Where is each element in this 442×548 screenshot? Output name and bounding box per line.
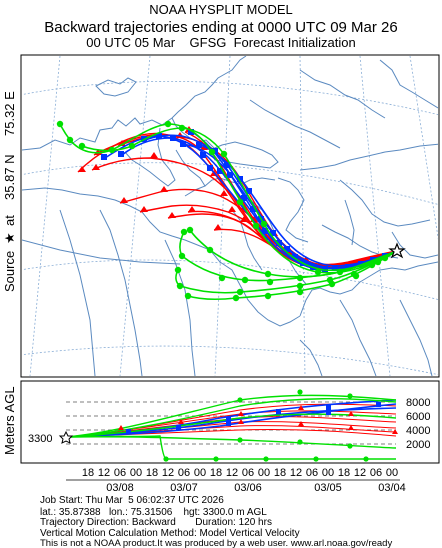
date-tick: 03/04 — [378, 482, 406, 494]
title-line-3: 00 UTC 05 Mar GFSG Forecast Initializati… — [86, 35, 355, 50]
hour-tick: 18 — [274, 467, 286, 479]
source-word: Source — [2, 251, 17, 292]
trajectories — [56, 120, 398, 302]
vertical-source-star-icon — [58, 430, 74, 444]
title-line-1: NOAA HYSPLIT MODEL — [149, 2, 293, 17]
height-tick-8000: 8000 — [406, 397, 430, 409]
hour-tick: 00 — [194, 467, 206, 479]
hour-tick: 12 — [354, 467, 366, 479]
hour-tick: 12 — [162, 467, 174, 479]
footer-job-start: Job Start: Thu Mar 5 06:02:37 UTC 2026 — [40, 495, 224, 506]
hour-tick: 06 — [370, 467, 382, 479]
source-lat: 35.87 N — [2, 154, 17, 200]
date-ticks-row: 03/08 03/07 03/06 03/05 03/04 — [106, 482, 406, 494]
map-panel — [20, 54, 440, 378]
hour-tick: 12 — [226, 467, 238, 479]
vertical-ylabel: Meters AGL — [2, 386, 17, 455]
footer-direction: Trajectory Direction: Backward Duration:… — [40, 517, 272, 528]
hour-tick: 00 — [322, 467, 334, 479]
hour-tick: 12 — [98, 467, 110, 479]
hour-tick: 06 — [114, 467, 126, 479]
map-frame — [20, 54, 440, 378]
date-tick: 03/08 — [106, 482, 134, 494]
vertical-markers — [118, 389, 398, 462]
source-star-icon — [388, 242, 406, 259]
job-info-footer: Job Start: Thu Mar 5 06:02:37 UTC 2026 l… — [40, 495, 392, 548]
date-tick: 03/05 — [314, 482, 342, 494]
height-tick-4000: 4000 — [406, 425, 430, 437]
footer-disclaimer: This is not a NOAA product.It was produc… — [40, 538, 392, 548]
hour-tick: 06 — [242, 467, 254, 479]
source-lon: 75.32 E — [2, 91, 17, 136]
hour-tick: 12 — [290, 467, 302, 479]
source-side-label: Source ★ at 35.87 N 75.32 E — [2, 91, 17, 292]
height-gridlines — [66, 401, 396, 445]
hour-ticks-row: 18 12 06 00 18 12 06 00 18 12 06 00 18 1… — [82, 467, 398, 479]
hour-tick: 18 — [146, 467, 158, 479]
vertical-profile-panel: Meters AGL 3300 8000 6000 4000 2000 — [2, 380, 440, 494]
start-height-label: 3300 — [28, 433, 52, 445]
map-coastlines — [22, 56, 438, 376]
date-tick: 03/06 — [234, 482, 262, 494]
green-markers — [56, 120, 389, 302]
hour-tick: 00 — [130, 467, 142, 479]
hour-tick: 06 — [306, 467, 318, 479]
hour-tick: 00 — [386, 467, 398, 479]
height-tick-2000: 2000 — [406, 439, 430, 451]
title-line-2: Backward trajectories ending at 0000 UTC… — [44, 19, 398, 36]
footer-location: lat.: 35.87388 lon.: 75.31506 hgt: 3300.… — [40, 507, 267, 518]
source-at: at — [2, 215, 17, 226]
hour-tick: 06 — [178, 467, 190, 479]
hour-tick: 18 — [210, 467, 222, 479]
height-tick-6000: 6000 — [406, 411, 430, 423]
date-tick: 03/07 — [170, 482, 198, 494]
hour-tick: 00 — [258, 467, 270, 479]
hour-tick: 18 — [338, 467, 350, 479]
hour-tick: 18 — [82, 467, 94, 479]
source-star-glyph: ★ — [2, 232, 17, 244]
footer-vertical-method: Vertical Motion Calculation Method: Mode… — [40, 528, 300, 539]
